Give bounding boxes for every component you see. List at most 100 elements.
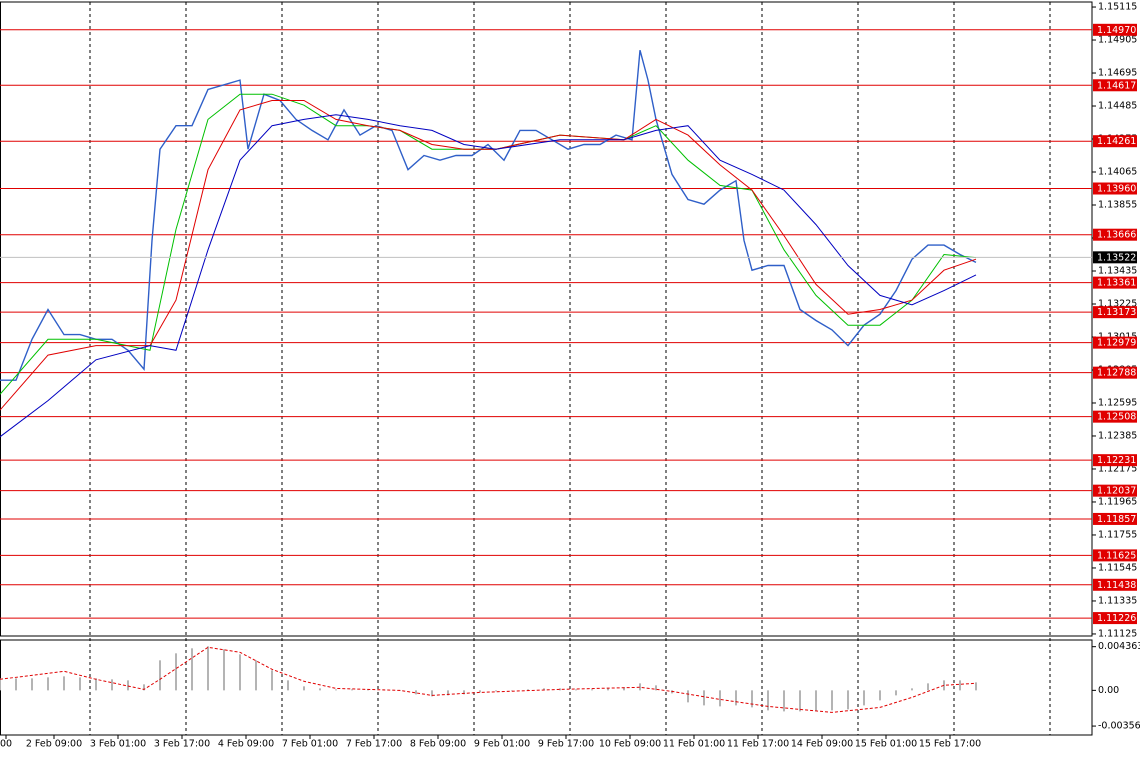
histogram-bar xyxy=(687,690,689,703)
level-label-bg xyxy=(1093,612,1137,625)
level-label: 1.12508 xyxy=(1097,412,1136,423)
histogram-bar xyxy=(879,690,881,701)
histogram-bar xyxy=(431,690,433,697)
level-label-bg xyxy=(1093,454,1137,467)
x-tick-label: 15 Feb 01:00 xyxy=(855,739,917,750)
x-tick-label: 00 xyxy=(0,739,12,750)
series-line xyxy=(0,114,977,438)
level-label-bg xyxy=(1093,549,1137,562)
level-label: 1.14261 xyxy=(1097,136,1136,147)
histogram-bar xyxy=(335,689,337,691)
y-tick-label: 1.14485 xyxy=(1098,101,1137,112)
x-tick-label: 15 Feb 17:00 xyxy=(919,739,981,750)
histogram-bar xyxy=(15,678,17,691)
series-line xyxy=(0,50,977,381)
histogram-bar xyxy=(495,690,497,692)
y-tick-label: 1.11965 xyxy=(1098,496,1137,507)
level-label: 1.13666 xyxy=(1097,230,1136,241)
histogram-bar xyxy=(847,690,849,710)
histogram-bar xyxy=(799,690,801,712)
histogram-bar xyxy=(415,690,417,695)
level-label-bg xyxy=(1093,410,1137,423)
histogram-bar xyxy=(79,677,81,691)
x-tick-label: 9 Feb 01:00 xyxy=(474,739,530,750)
level-label: 1.12037 xyxy=(1097,486,1136,497)
histogram-bar xyxy=(735,690,737,706)
histogram-bar xyxy=(591,689,593,691)
histogram-bar xyxy=(319,688,321,691)
level-label-bg xyxy=(1093,336,1137,349)
level-label: 1.13960 xyxy=(1097,184,1136,195)
y-tick-label: 1.12385 xyxy=(1098,430,1137,441)
y-tick-label: 1.13225 xyxy=(1098,298,1137,309)
level-label-bg xyxy=(1093,228,1137,241)
y-tick-label: 0.00 xyxy=(1098,685,1119,696)
histogram-bar xyxy=(287,680,289,691)
histogram-bar xyxy=(767,690,769,711)
y-tick-label: 1.13435 xyxy=(1098,265,1137,276)
histogram-bar xyxy=(463,690,465,695)
y-tick-label: 1.14905 xyxy=(1098,35,1137,46)
histogram-bar xyxy=(575,689,577,691)
level-label: 1.11625 xyxy=(1097,550,1136,561)
histogram-bar xyxy=(559,688,561,691)
level-label-bg xyxy=(1093,366,1137,379)
histogram-bar xyxy=(223,649,225,691)
y-tick-label: 1.13855 xyxy=(1098,200,1137,211)
x-tick-label: 3 Feb 01:00 xyxy=(90,739,146,750)
pane-frame xyxy=(0,1,1093,637)
histogram-bar xyxy=(207,646,209,691)
y-tick-label: -0.003568 xyxy=(1098,721,1140,732)
x-tick-label: 3 Feb 17:00 xyxy=(154,739,210,750)
histogram-bar xyxy=(959,680,961,691)
histogram-bar xyxy=(623,687,625,691)
histogram-bar xyxy=(543,688,545,691)
level-label: 1.14617 xyxy=(1097,80,1136,91)
histogram-bar xyxy=(479,690,481,693)
x-tick-label: 11 Feb 17:00 xyxy=(727,739,789,750)
histogram-bar xyxy=(783,690,785,712)
histogram-bar xyxy=(863,690,865,706)
histogram-bar xyxy=(655,685,657,691)
y-tick-label: 1.12175 xyxy=(1098,463,1137,474)
histogram-bar xyxy=(111,679,113,691)
histogram-bar xyxy=(255,660,257,691)
histogram-bar xyxy=(943,680,945,691)
y-tick-label: 1.11335 xyxy=(1098,595,1137,606)
histogram-bar xyxy=(351,689,353,691)
y-tick-label: 1.11545 xyxy=(1098,562,1137,573)
histogram-bar xyxy=(911,688,913,691)
histogram-bar xyxy=(31,678,33,691)
level-label: 1.11226 xyxy=(1097,613,1136,624)
histogram-bar xyxy=(719,690,721,707)
level-label-bg xyxy=(1093,79,1137,92)
series-line xyxy=(0,646,977,713)
histogram-bar xyxy=(703,690,705,706)
y-tick-label: 1.14695 xyxy=(1098,68,1137,79)
level-label: 1.14970 xyxy=(1097,25,1136,36)
x-tick-label: 4 Feb 09:00 xyxy=(218,739,274,750)
histogram-bar xyxy=(927,683,929,691)
level-label-bg xyxy=(1093,306,1137,319)
histogram-bar xyxy=(639,683,641,691)
histogram-bar xyxy=(47,677,49,691)
level-label: 1.11857 xyxy=(1097,514,1136,525)
current-price-bg xyxy=(1093,251,1137,264)
histogram-bar xyxy=(831,690,833,711)
histogram-bar xyxy=(95,678,97,691)
x-tick-label: 2 Feb 09:00 xyxy=(26,739,82,750)
series-line xyxy=(0,100,977,411)
histogram-bar xyxy=(63,676,65,691)
histogram-bar xyxy=(159,660,161,691)
level-label-bg xyxy=(1093,578,1137,591)
histogram-bar xyxy=(127,680,129,691)
histogram-bar xyxy=(751,690,753,708)
histogram-bar xyxy=(975,682,977,691)
histogram-bar xyxy=(447,690,449,696)
x-tick-label: 9 Feb 17:00 xyxy=(538,739,594,750)
level-label-bg xyxy=(1093,484,1137,497)
x-tick-label: 7 Feb 17:00 xyxy=(346,739,402,750)
x-tick-label: 11 Feb 01:00 xyxy=(663,739,725,750)
x-tick-label: 8 Feb 09:00 xyxy=(410,739,466,750)
